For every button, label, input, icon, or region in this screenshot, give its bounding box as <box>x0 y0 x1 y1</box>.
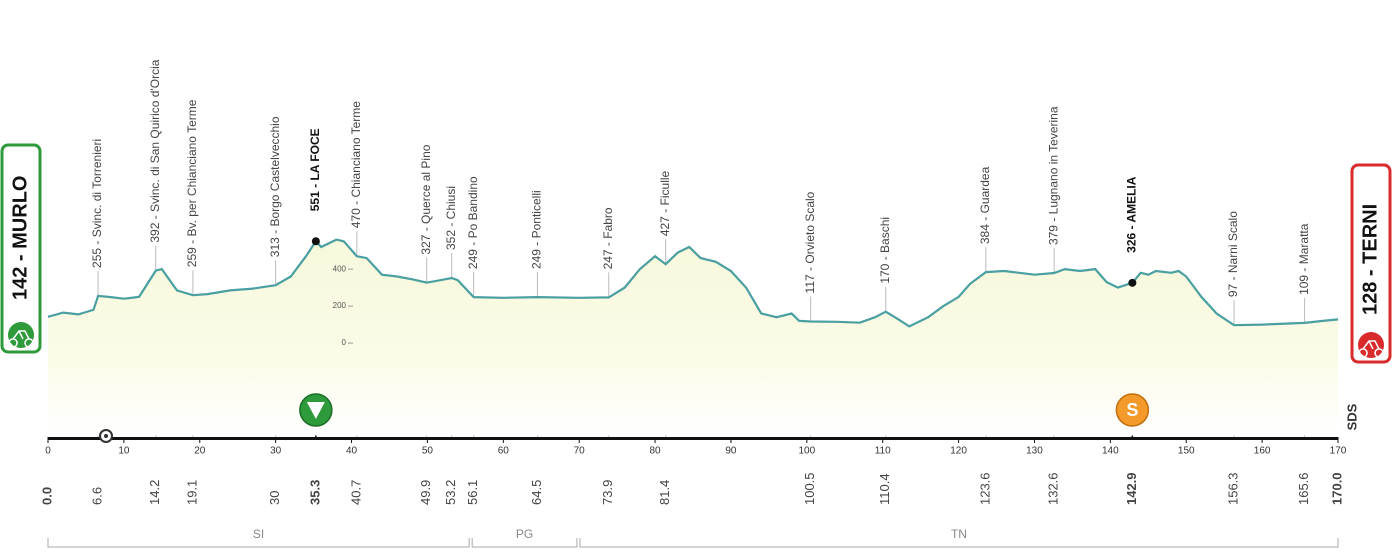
waypoint-label: 313 - Borgo Castelvecchio <box>268 116 282 257</box>
waypoint-km: 64.5 <box>529 480 544 505</box>
region-bracket <box>471 538 578 548</box>
waypoint-label: 255 - Svinc. di Torrenieri <box>90 139 104 268</box>
waypoint-km: 132.6 <box>1046 472 1061 505</box>
waypoint-label: 470 - Chianciano Terme <box>349 101 363 229</box>
waypoint-label: 326 - AMELIA <box>1125 176 1139 253</box>
waypoint-km: 123.6 <box>977 472 992 505</box>
waypoint-km: 142.9 <box>1124 472 1139 505</box>
finish-bike <box>1358 340 1384 358</box>
x-tick-label: 140 <box>1102 446 1119 457</box>
feed-icon-dot <box>104 434 108 438</box>
waypoint-km: 19.1 <box>184 480 199 505</box>
waypoint-label: 259 - Bv. per Chianciano Terme <box>185 99 199 267</box>
x-tick-label: 40 <box>346 446 358 457</box>
x-tick-label: 160 <box>1254 446 1271 457</box>
waypoint-label: 352 - Chiusi <box>444 186 458 250</box>
x-tick-label: 50 <box>422 446 434 457</box>
waypoint-label: 109 - Maratta <box>1297 223 1311 295</box>
start-bike <box>8 330 34 348</box>
sprint-icon <box>1115 393 1150 427</box>
x-tick-label: 20 <box>194 446 206 457</box>
finish-label: 128 - TERNI <box>1359 204 1381 315</box>
waypoint-label: 97 - Narni Scalo <box>1226 211 1240 297</box>
x-tick-label: 90 <box>725 446 737 457</box>
waypoint-label: 551 - LA FOCE <box>308 128 322 211</box>
waypoint-km: 73.9 <box>600 480 615 505</box>
x-tick-label: 70 <box>574 446 586 457</box>
waypoint-km: 165.6 <box>1296 472 1311 505</box>
waypoint-km: 35.3 <box>307 480 322 505</box>
x-tick-label: 100 <box>798 446 815 457</box>
waypoint-km: 6.6 <box>90 487 105 505</box>
waypoint-km: 110.4 <box>877 473 892 505</box>
x-tick-label: 0 <box>45 446 51 457</box>
x-tick-label: 150 <box>1178 446 1195 457</box>
waypoint-label: 249 - Po Bandino <box>466 176 480 269</box>
km-axis <box>48 437 1338 440</box>
waypoint-label: 170 - Baschi <box>878 217 892 284</box>
waypoint-km: 49.9 <box>418 480 433 505</box>
profile-line <box>47 238 1339 328</box>
waypoint-label: 384 - Guardea <box>978 166 992 244</box>
climb-triangle <box>306 402 325 419</box>
waypoint-label: 247 - Fabro <box>601 207 615 269</box>
waypoint-dot <box>311 237 320 246</box>
region-label: TN <box>951 527 967 541</box>
start-label: 142 - MURLO <box>9 176 31 300</box>
y-tick-label: 0 <box>342 338 347 347</box>
x-tick-label: 120 <box>950 446 967 457</box>
region-label: PG <box>516 527 533 541</box>
region-bracket <box>47 538 470 548</box>
x-tick-label: 60 <box>498 446 510 457</box>
region-label: SI <box>253 527 264 541</box>
waypoint-label: 392 - Svinc. di San Quirico d'Orcia <box>148 59 162 242</box>
y-tick-label: 200 <box>333 301 347 310</box>
waypoint-km: 56.1 <box>465 480 480 505</box>
waypoint-label: 117 - Orvieto Scalo <box>803 191 817 293</box>
x-tick-label: 80 <box>649 446 661 457</box>
waypoint-km: 156.3 <box>1225 472 1240 505</box>
waypoint-km: 100.5 <box>802 472 817 505</box>
finish-km: 170.0 <box>1329 472 1344 505</box>
x-tick-label: 130 <box>1026 446 1043 457</box>
start-box <box>0 143 42 354</box>
logo: SDS <box>1344 403 1359 430</box>
start-km: 0.0 <box>39 487 54 505</box>
sprint-letter: S <box>1126 400 1138 420</box>
x-tick-label: 30 <box>270 446 282 457</box>
waypoint-km: 30 <box>267 491 282 505</box>
waypoint-km: 40.7 <box>348 480 363 505</box>
region-bracket <box>579 538 1339 548</box>
waypoint-label: 379 - Lugnano in Teverina <box>1046 106 1060 245</box>
x-tick-label: 10 <box>118 446 130 457</box>
waypoint-km: 14.2 <box>147 480 162 505</box>
waypoint-label: 249 - Ponticelli <box>530 190 544 269</box>
waypoint-km: 53.2 <box>443 480 458 505</box>
waypoint-label: 327 - Querce al Pino <box>419 144 433 254</box>
x-tick-label: 170 <box>1330 446 1347 457</box>
finish-box <box>1350 163 1392 364</box>
waypoint-km: 81.4 <box>657 480 672 505</box>
x-tick-label: 110 <box>875 446 891 457</box>
y-tick-label: 400 <box>333 264 347 273</box>
waypoint-dot <box>1128 278 1137 287</box>
waypoint-label: 427 - Ficulle <box>658 170 672 236</box>
profile-area <box>48 239 1338 436</box>
